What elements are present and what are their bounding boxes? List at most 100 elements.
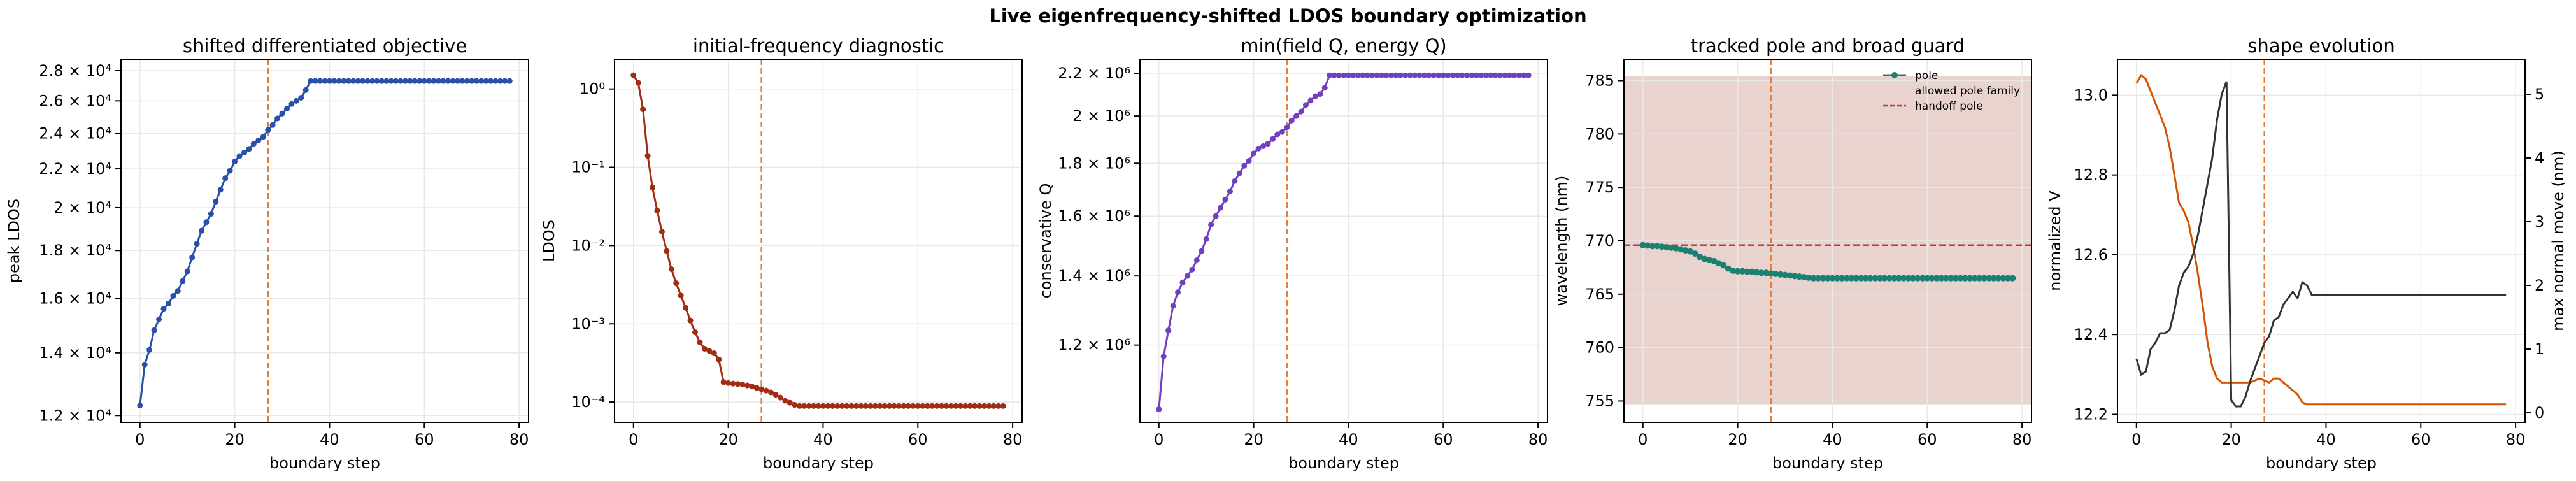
data-point	[697, 339, 703, 345]
data-point	[250, 141, 257, 147]
data-point	[255, 137, 262, 143]
data-point	[749, 384, 755, 390]
data-point	[786, 399, 793, 406]
y-tick-label: 1.2 × 10⁶	[1058, 336, 1130, 354]
y-tick-label: 2.4 × 10⁴	[39, 124, 111, 142]
data-point	[336, 78, 342, 84]
data-point	[274, 115, 281, 122]
data-point	[322, 78, 328, 84]
y-axis-label: conservative Q	[1037, 183, 1055, 299]
y-tick-label: 785	[1585, 72, 1614, 90]
data-point	[1924, 275, 1931, 282]
data-point	[227, 168, 233, 174]
data-point	[1288, 117, 1295, 124]
data-point	[1691, 250, 1698, 257]
y-tick-label: 1.4 × 10⁶	[1058, 267, 1130, 285]
data-point	[217, 187, 224, 193]
data-point	[222, 175, 229, 182]
y-axis-label: peak LDOS	[5, 199, 23, 283]
data-point	[1862, 275, 1869, 282]
data-point	[199, 227, 205, 234]
data-point	[360, 78, 366, 84]
data-point	[1331, 72, 1337, 78]
legend: pole allowed pole family handoff pole	[1883, 69, 2020, 113]
y-tick-label: 755	[1585, 392, 1614, 410]
data-point	[397, 78, 404, 84]
panel-title: tracked pole and broad guard	[1691, 35, 1965, 57]
data-point	[236, 153, 243, 159]
series-line	[1158, 74, 1529, 410]
y-tick-label: 10⁻⁴	[571, 393, 605, 411]
data-point	[369, 78, 375, 84]
data-point	[1279, 129, 1285, 135]
x-tick-label: 40	[1339, 431, 1358, 449]
figure-title: Live eigenfrequency-shifted LDOS boundar…	[989, 5, 1587, 27]
data-point	[981, 403, 987, 409]
data-point	[801, 403, 808, 409]
data-point	[1383, 72, 1390, 78]
data-point	[464, 78, 470, 84]
data-point	[436, 78, 442, 84]
chart-panel-3: 0 20 40 60 80 1.2 × 10⁶ 1.4 × 10⁶ 1.6 × 10⁶ 1.8 …	[1037, 35, 1548, 472]
data-point	[1355, 72, 1361, 78]
y-tick-label: 2 × 10⁶	[1072, 107, 1130, 125]
panel-title: initial-frequency diagnostic	[693, 35, 944, 57]
x-tick-label: 0	[1154, 431, 1163, 449]
data-point	[920, 403, 926, 409]
y-tick-label: 2.6 × 10⁴	[39, 92, 111, 110]
data-point	[1502, 72, 1508, 78]
data-point	[1165, 327, 1172, 334]
y-right-axis-label: max normal move (nm)	[2549, 150, 2567, 331]
y-tick-label: 780	[1585, 125, 1614, 143]
data-point	[1369, 72, 1376, 78]
data-point	[1967, 275, 1974, 282]
data-point	[1971, 275, 1978, 282]
data-point	[2000, 275, 2007, 282]
data-point	[796, 403, 802, 409]
data-point	[896, 403, 902, 409]
data-point	[881, 403, 888, 409]
data-point	[165, 301, 171, 307]
data-point	[664, 248, 670, 254]
axes-frame	[614, 59, 1023, 423]
data-point	[1455, 72, 1461, 78]
data-point	[1919, 275, 1926, 282]
chart-panel-4: 0 20 40 60 80 755 760 765 770 775 780 785 tracked po…	[1553, 35, 2032, 472]
data-point	[1236, 170, 1242, 176]
data-point	[1720, 262, 1727, 269]
data-point	[1872, 275, 1879, 282]
series-line-right	[2135, 81, 2507, 408]
data-point	[668, 266, 674, 272]
data-point	[2004, 275, 2011, 282]
x-tick-label: 60	[908, 431, 928, 449]
data-point	[1961, 275, 1968, 282]
data-point	[1995, 275, 2002, 282]
data-point	[146, 347, 153, 353]
data-point	[1658, 243, 1665, 250]
data-point	[1858, 275, 1865, 282]
data-point	[1819, 275, 1826, 282]
data-point	[706, 348, 713, 354]
x-tick-label: 80	[2506, 431, 2526, 449]
data-point	[426, 78, 432, 84]
data-point	[407, 78, 413, 84]
data-point	[900, 403, 907, 409]
data-point	[1184, 273, 1190, 279]
data-point	[1697, 254, 1704, 261]
x-tick-label: 20	[225, 431, 245, 449]
data-point	[962, 403, 969, 409]
x-tick-label: 60	[415, 431, 434, 449]
data-point	[1412, 72, 1418, 78]
data-point	[654, 207, 660, 213]
data-point	[189, 254, 196, 261]
data-point	[298, 94, 304, 101]
data-point	[1284, 124, 1290, 131]
data-point	[948, 403, 954, 409]
data-point	[1843, 275, 1850, 282]
data-point	[635, 80, 641, 86]
y-tick-label: 2.2 × 10⁶	[1058, 64, 1130, 82]
data-point	[1321, 85, 1328, 91]
x-tick-label: 40	[2316, 431, 2336, 449]
data-point	[957, 403, 964, 409]
